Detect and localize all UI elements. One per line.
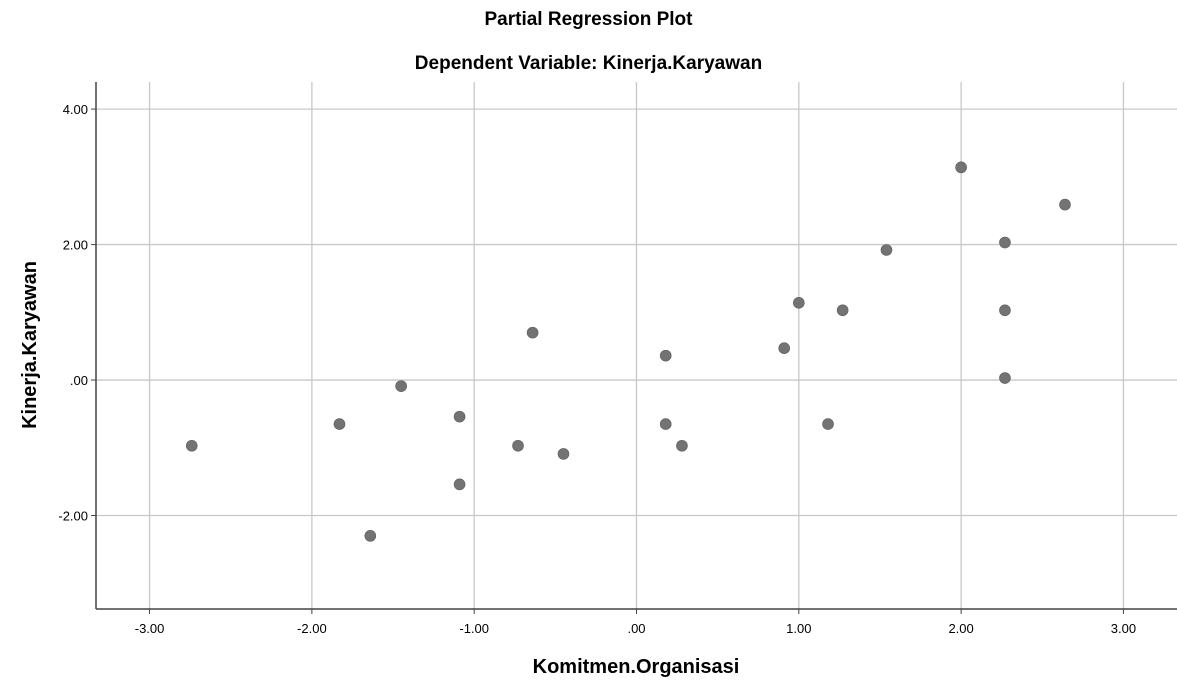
scatter-point	[557, 448, 570, 460]
x-tick-label: 2.00	[948, 621, 973, 636]
x-axis-title: Komitmen.Organisasi	[533, 656, 740, 678]
scatter-point	[395, 380, 407, 392]
scatter-point	[453, 410, 466, 423]
scatter-point	[676, 439, 688, 452]
chart-subtitle: Dependent Variable: Kinerja.Karyawan	[414, 53, 763, 74]
scatter-point	[1059, 198, 1071, 211]
scatter-point	[512, 439, 524, 452]
x-tick-label: 1.00	[786, 621, 811, 636]
x-tick-labels: -3.00 -2.00 -1.00 .00 1.00 2.00 3.00	[135, 621, 1136, 636]
grid	[91, 82, 1177, 614]
y-tick-label: .00	[70, 373, 88, 388]
scatter-point	[364, 530, 377, 542]
y-axis-title: Kinerja.Karyawan	[19, 261, 41, 429]
y-tick-label: 4.00	[63, 102, 88, 117]
x-tick-label: 3.00	[1111, 621, 1136, 636]
scatter-point	[778, 342, 791, 355]
scatter-point	[659, 418, 672, 430]
data-points	[185, 161, 1071, 542]
x-tick-label: -1.00	[459, 621, 489, 636]
scatter-point	[333, 418, 346, 430]
y-tick-label: 2.00	[63, 238, 88, 253]
scatter-point	[999, 304, 1011, 317]
scatter-point	[955, 161, 967, 174]
y-tick-labels: -2.00 .00 2.00 4.00	[58, 102, 88, 523]
scatter-point	[880, 244, 893, 256]
axes	[95, 82, 1177, 610]
scatter-point	[836, 304, 849, 317]
chart-title: Partial Regression Plot	[484, 9, 693, 30]
scatter-point	[793, 297, 805, 309]
scatter-point	[999, 372, 1011, 384]
x-tick-label: .00	[627, 621, 645, 636]
scatter-point	[999, 236, 1011, 249]
scatter-point	[822, 418, 834, 430]
scatter-point	[659, 349, 672, 362]
x-tick-label: -3.00	[135, 621, 165, 636]
scatter-point	[185, 439, 198, 452]
x-tick-label: -2.00	[297, 621, 327, 636]
scatter-point	[526, 326, 539, 339]
y-tick-label: -2.00	[58, 509, 88, 524]
scatter-point	[453, 478, 466, 491]
